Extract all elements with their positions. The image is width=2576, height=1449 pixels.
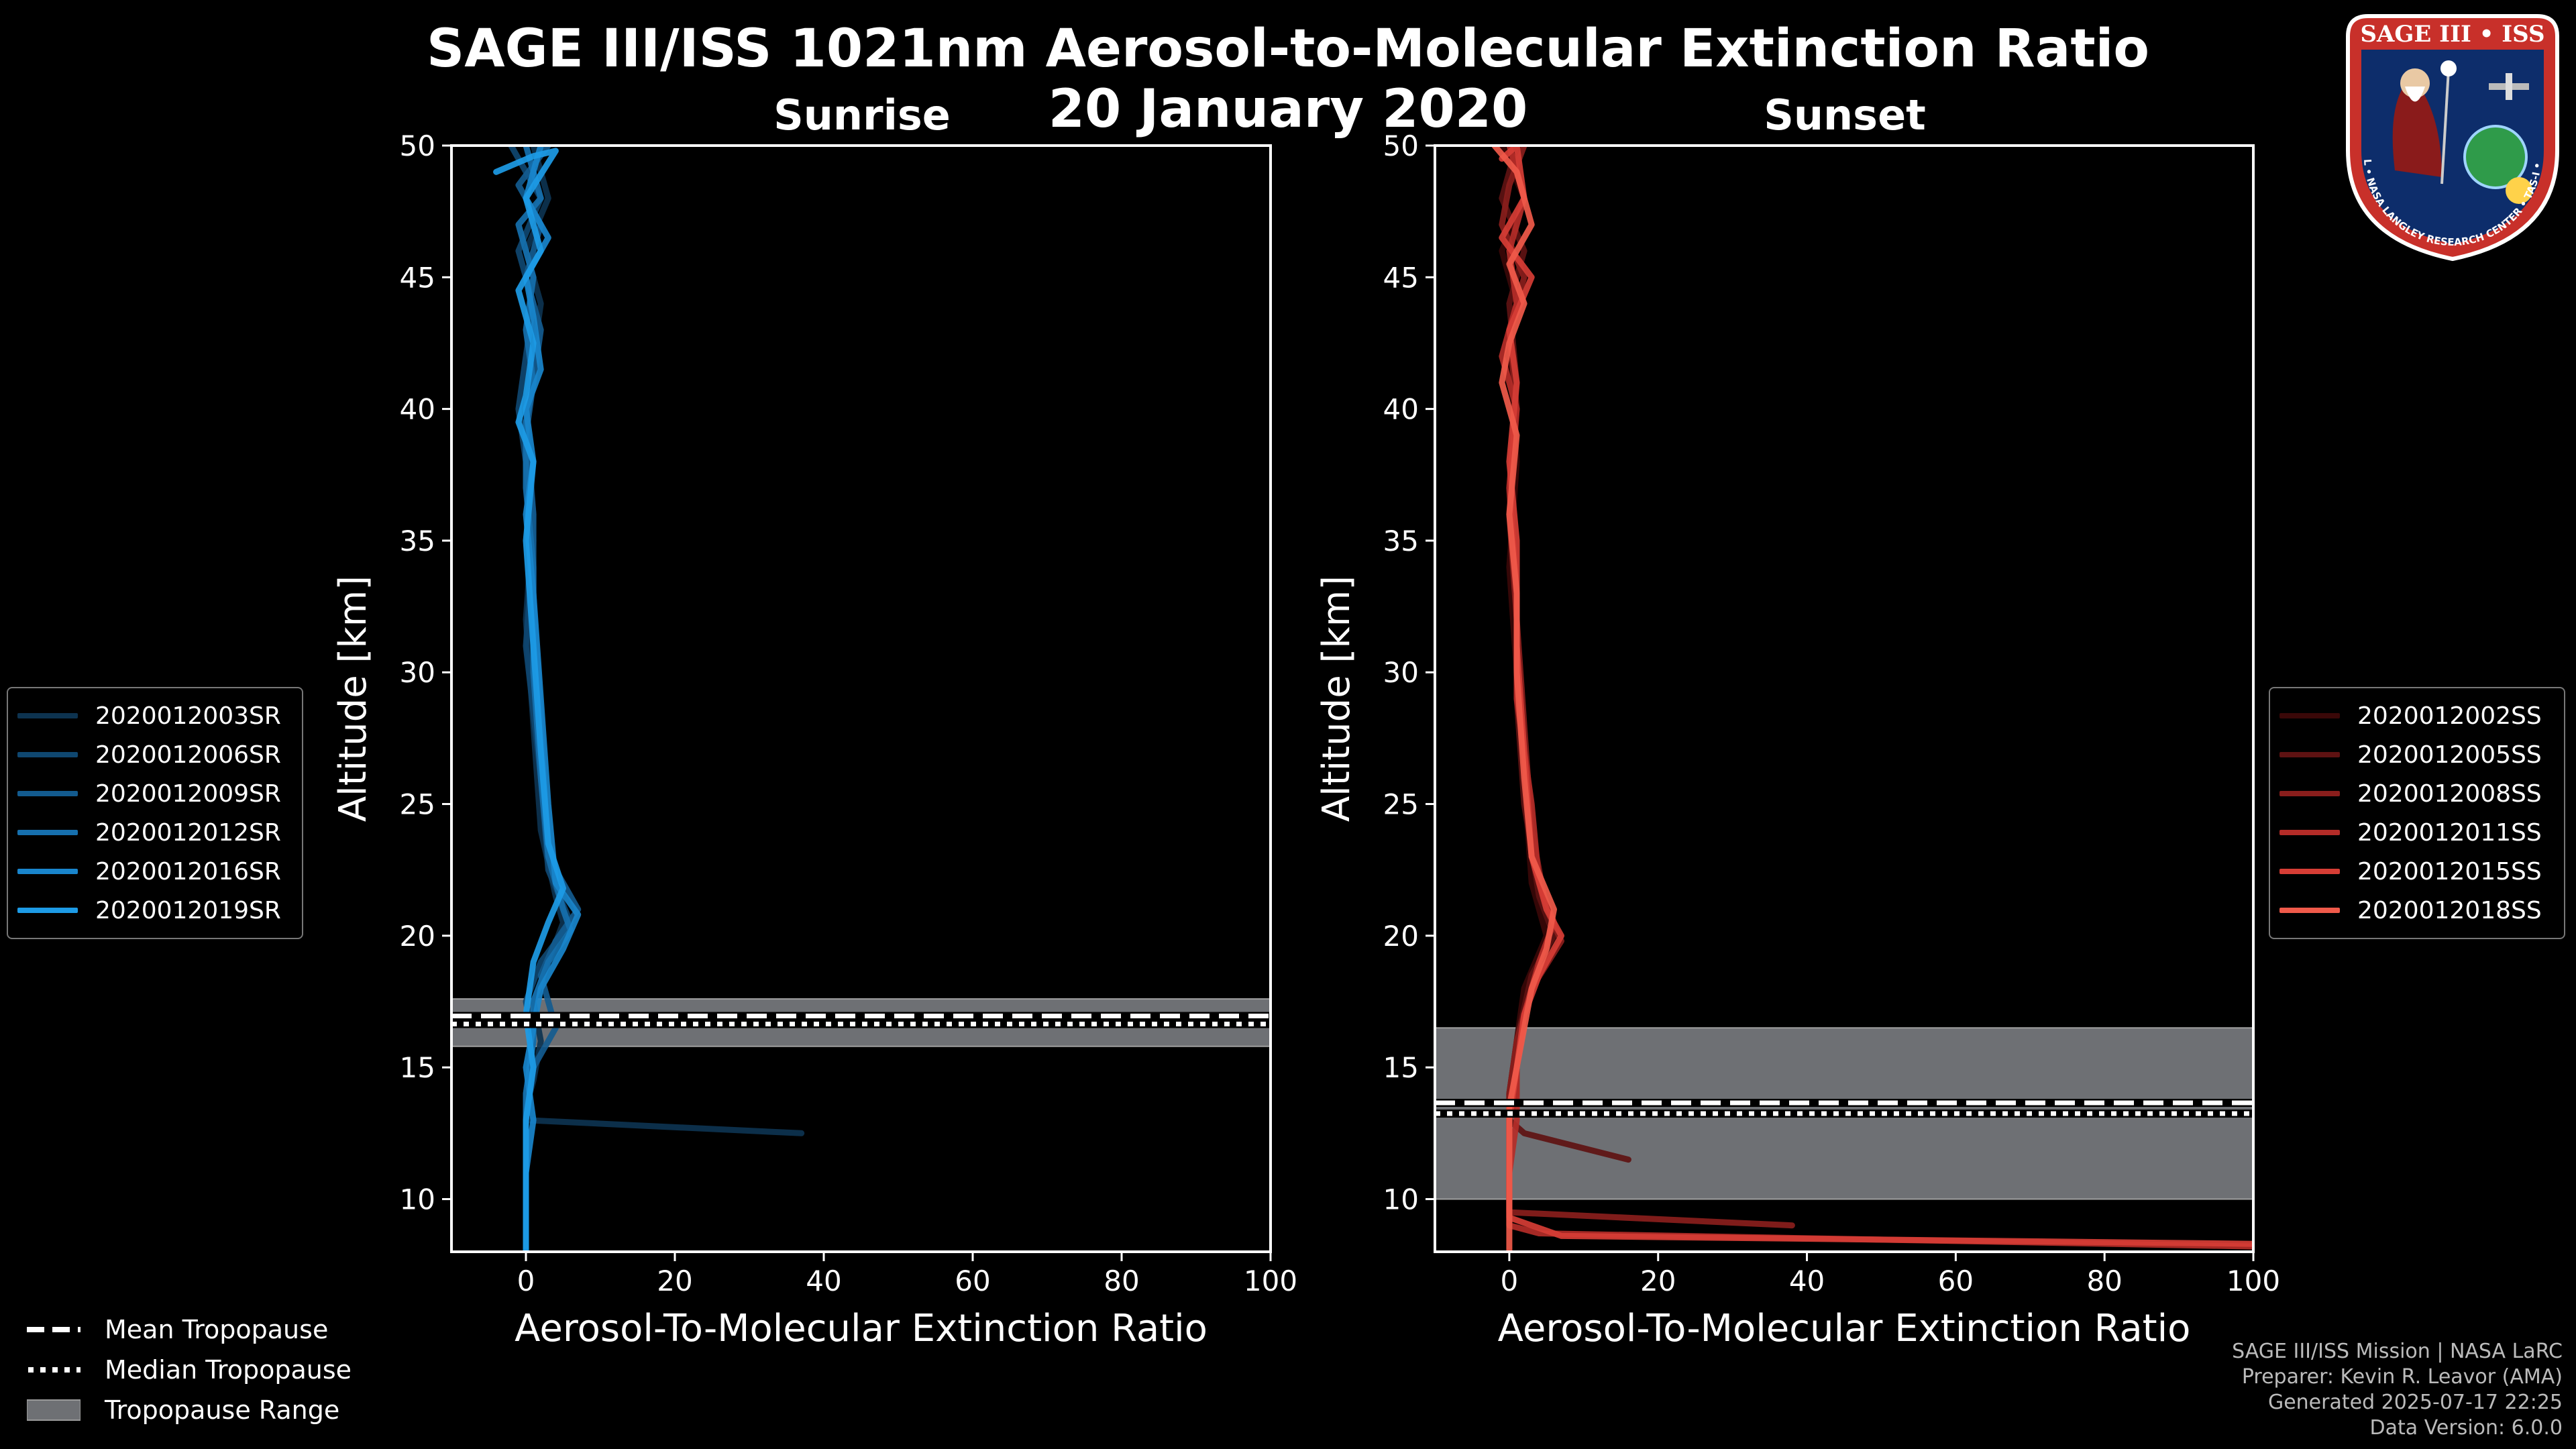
legend-label: 2020012006SR	[95, 741, 281, 769]
sunset-xtick-label: 60	[1938, 1265, 1974, 1297]
legend-swatch	[17, 791, 78, 796]
sunrise-xtick-label: 60	[955, 1265, 990, 1297]
sunrise-series-2020012003SR	[523, 146, 805, 1136]
footer-credits: SAGE III/ISS Mission | NASA LaRC Prepare…	[2232, 1339, 2563, 1441]
legend-swatch	[2279, 908, 2340, 913]
footer-generated: Generated 2025-07-17 22:25	[2267, 1391, 2563, 1414]
sunrise-panel-title: Sunrise	[773, 91, 951, 140]
sunset-plot-area	[1435, 146, 2253, 1252]
legend-swatch	[17, 908, 78, 913]
legend-item: 2020012016SR	[17, 852, 292, 891]
legend-label: 2020012011SS	[2357, 818, 2542, 847]
tropopause-range-label: Tropopause Range	[105, 1395, 340, 1425]
legend-item: 2020012006SR	[17, 735, 292, 774]
legend-label: 2020012009SR	[95, 780, 281, 808]
legend-swatch	[2279, 752, 2340, 757]
legend-mean-tropopause: Mean Tropopause	[27, 1309, 328, 1350]
legend-swatch	[2279, 830, 2340, 835]
mean-tropopause-label: Mean Tropopause	[105, 1315, 329, 1344]
sunrise-series-2020012019SR	[493, 148, 566, 1252]
legend-swatch	[2279, 791, 2340, 796]
legend-swatch	[2279, 869, 2340, 874]
legend-label: 2020012019SR	[95, 896, 281, 924]
sunrise-ytick-label: 40	[400, 393, 435, 426]
legend-swatch	[17, 869, 78, 874]
sunset-ytick-label: 20	[1383, 920, 1419, 953]
legend-item: 2020012011SS	[2279, 813, 2555, 852]
footer-mission: SAGE III/ISS Mission | NASA LaRC	[2232, 1340, 2563, 1363]
legend-item: 2020012015SS	[2279, 852, 2555, 891]
legend-tropopause-range: Tropopause Range	[27, 1390, 339, 1430]
sunset-series-2020012018SS	[1491, 146, 1557, 1252]
sage-iii-iss-logo: SAGE III • ISS BALL • NASA LANGLEY RESEA…	[2341, 9, 2559, 262]
sunset-axes-frame	[1434, 144, 2255, 1253]
sunrise-xaxis-label: Aerosol-To-Molecular Extinction Ratio	[515, 1307, 1208, 1350]
sunrise-ytick-label: 45	[400, 261, 435, 294]
sunrise-yaxis-label: Altitude [km]	[331, 576, 375, 822]
sunset-plot: 0 20 40 60 80 100 10 15 20 25 30 35 40 45 50 Aerosol-To…	[1315, 129, 2280, 1350]
legend-swatch	[17, 752, 78, 757]
legend-label: 2020012018SS	[2357, 896, 2542, 924]
sunset-legend: 2020012002SS 2020012005SS 2020012008SS 2020…	[2269, 687, 2565, 939]
legend-label: 2020012008SS	[2357, 780, 2542, 808]
footer-preparer: Preparer: Kevin R. Leavor (AMA)	[2241, 1365, 2563, 1389]
sunset-ytick-label: 40	[1383, 393, 1419, 426]
sunset-ytick-label: 25	[1383, 788, 1419, 821]
sunrise-plot: 0 20 40 60 80 100 10 15 20 25 30 35 40 45 50 Aerosol-To…	[331, 129, 1297, 1350]
legend-item: 2020012019SR	[17, 891, 292, 930]
sunset-xtick-label: 0	[1501, 1265, 1519, 1297]
svg-text:SAGE III • ISS: SAGE III • ISS	[2360, 21, 2544, 48]
legend-item: 2020012012SR	[17, 813, 292, 852]
legend-label: 2020012015SS	[2357, 857, 2542, 885]
sunrise-ytick-label: 35	[400, 525, 435, 557]
legend-item: 2020012005SS	[2279, 735, 2555, 774]
legend-swatch	[17, 713, 78, 718]
sunrise-plot-area	[451, 146, 1271, 1252]
sunrise-ytick-label: 30	[400, 656, 435, 689]
sunset-xtick-label: 80	[2086, 1265, 2122, 1297]
sunset-xtick-label: 20	[1640, 1265, 1676, 1297]
sunrise-xtick-label: 100	[1244, 1265, 1297, 1297]
sunset-panel-title: Sunset	[1764, 91, 1926, 140]
legend-median-tropopause: Median Tropopause	[27, 1350, 352, 1390]
legend-item: 2020012003SR	[17, 696, 292, 735]
legend-label: 2020012003SR	[95, 702, 281, 730]
sunrise-ytick-label: 50	[400, 129, 435, 162]
legend-label: 2020012002SS	[2357, 702, 2542, 730]
sunset-ytick-label: 35	[1383, 525, 1419, 557]
sunrise-ytick-label: 15	[400, 1051, 435, 1084]
footer-data-version: Data Version: 6.0.0	[2369, 1416, 2563, 1440]
sunset-ytick-label: 30	[1383, 656, 1419, 689]
sunset-ytick-label: 45	[1383, 261, 1419, 294]
sunset-ytick-label: 50	[1383, 129, 1419, 162]
sunset-xtick-label: 100	[2226, 1265, 2280, 1297]
legend-label: 2020012012SR	[95, 818, 281, 847]
sunset-xtick-label: 40	[1789, 1265, 1825, 1297]
legend-item: 2020012008SS	[2279, 774, 2555, 813]
legend-label: 2020012005SS	[2357, 741, 2542, 769]
sunrise-ytick-label: 10	[400, 1183, 435, 1216]
legend-item: 2020012018SS	[2279, 891, 2555, 930]
sunrise-xtick-label: 0	[517, 1265, 535, 1297]
sunset-yaxis-label: Altitude [km]	[1315, 576, 1358, 822]
legend-item: 2020012009SR	[17, 774, 292, 813]
sunset-xaxis-label: Aerosol-To-Molecular Extinction Ratio	[1498, 1307, 2191, 1350]
sunrise-axes-frame	[450, 144, 1272, 1253]
sunrise-xtick-label: 20	[657, 1265, 692, 1297]
sunrise-ytick-label: 20	[400, 920, 435, 953]
sunset-ytick-label: 15	[1383, 1051, 1419, 1084]
legend-swatch	[17, 830, 78, 835]
legend-item: 2020012002SS	[2279, 696, 2555, 735]
median-tropopause-label: Median Tropopause	[105, 1355, 352, 1385]
sunrise-xtick-label: 40	[806, 1265, 841, 1297]
chart-title-line1: SAGE III/ISS 1021nm Aerosol-to-Molecular…	[427, 19, 2149, 79]
sunrise-legend: 2020012003SR 2020012006SR 2020012009SR 2020…	[7, 687, 303, 939]
chart-title-line2: 20 January 2020	[1048, 79, 1528, 140]
sunrise-ytick-label: 25	[400, 788, 435, 821]
legend-swatch	[2279, 713, 2340, 718]
legend-label: 2020012016SR	[95, 857, 281, 885]
sunrise-xtick-label: 80	[1104, 1265, 1139, 1297]
sunset-ytick-label: 10	[1383, 1183, 1419, 1216]
